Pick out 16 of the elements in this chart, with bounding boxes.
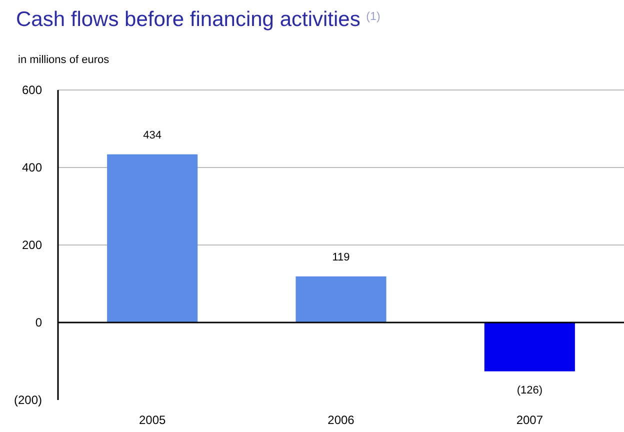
- chart-title: Cash flows before financing activities $^{(1)}$: [16, 8, 380, 31]
- y-tick-label: (200): [14, 392, 42, 407]
- y-tick-label: 200: [22, 238, 42, 252]
- y-tick-label: 0: [35, 315, 42, 330]
- x-tick-label: 2007: [516, 413, 544, 427]
- x-tick-label: 2006: [328, 413, 355, 427]
- data-label: 434: [143, 129, 162, 142]
- bar: [296, 276, 386, 322]
- chart-subtitle: in millions of euros: [18, 54, 110, 66]
- bar: [107, 154, 198, 322]
- data-label: (126): [516, 384, 543, 396]
- y-tick-label: 400: [22, 160, 42, 174]
- y-tick-label: 600: [22, 82, 42, 97]
- bar: [484, 322, 575, 372]
- x-tick-label: 2005: [138, 413, 166, 427]
- data-label: 119: [332, 251, 350, 264]
